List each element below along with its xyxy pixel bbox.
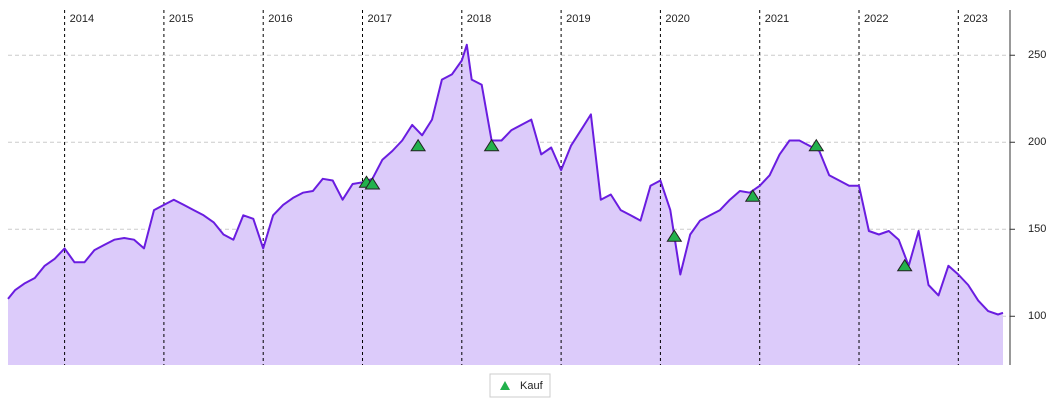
y-tick-label: 200 bbox=[1028, 136, 1046, 148]
buy-marker bbox=[483, 138, 500, 152]
x-tick-label: 2018 bbox=[467, 13, 491, 25]
x-tick-label: 2014 bbox=[70, 13, 94, 25]
y-tick-label: 150 bbox=[1028, 223, 1046, 235]
buy-marker bbox=[744, 189, 761, 202]
x-tick-label: 2016 bbox=[268, 13, 292, 25]
x-tick-label: 2015 bbox=[169, 13, 193, 25]
buy-marker bbox=[808, 138, 825, 152]
legend-marker bbox=[500, 381, 510, 390]
x-tick-label: 2020 bbox=[665, 13, 689, 25]
y-tick-label: 100 bbox=[1028, 310, 1046, 322]
x-tick-label: 2022 bbox=[864, 13, 888, 25]
buy-marker bbox=[364, 177, 381, 190]
buy-marker bbox=[666, 229, 683, 242]
legend-box bbox=[489, 373, 551, 398]
buy-marker bbox=[896, 258, 913, 272]
legend-label: Kauf bbox=[520, 380, 544, 392]
y-tick-label: 250 bbox=[1028, 49, 1046, 61]
price-line bbox=[7, 43, 1004, 316]
x-tick-label: 2023 bbox=[963, 13, 987, 25]
area-fill bbox=[8, 44, 1003, 366]
buy-marker bbox=[410, 138, 427, 152]
x-tick-label: 2021 bbox=[765, 13, 789, 25]
x-tick-label: 2017 bbox=[368, 13, 392, 25]
x-tick-label: 2019 bbox=[566, 13, 590, 25]
